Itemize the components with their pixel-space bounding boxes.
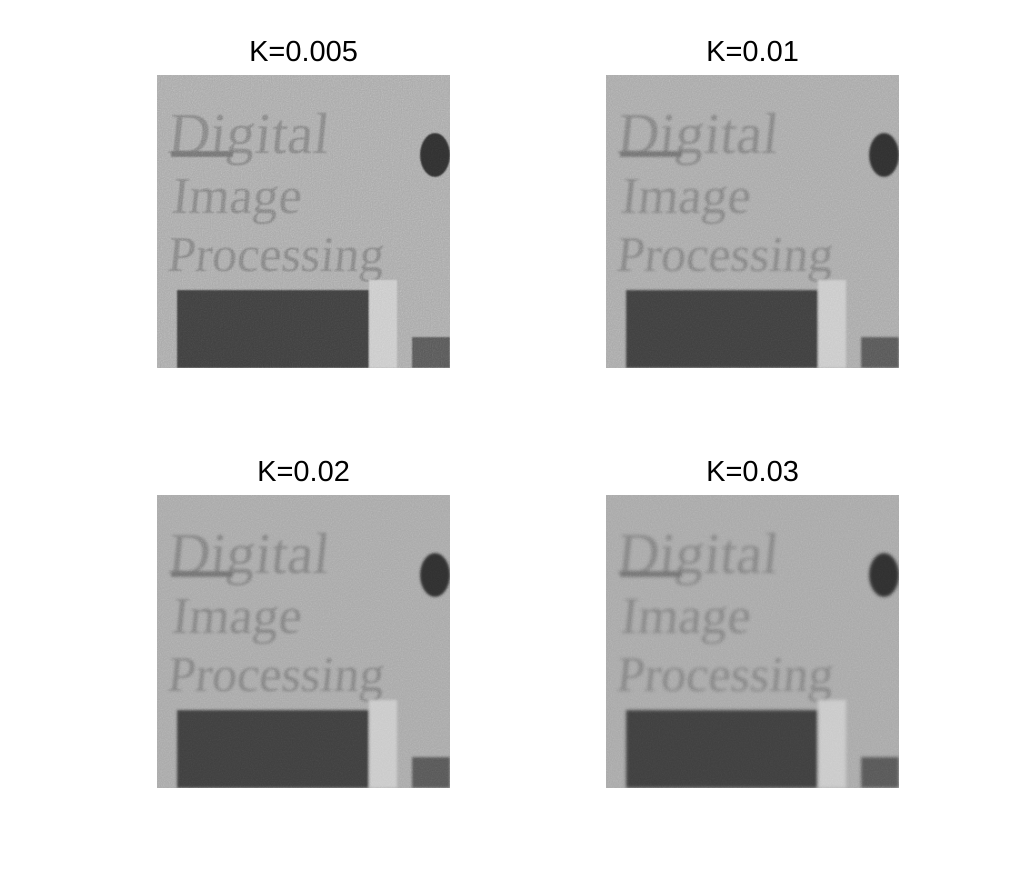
panel-title: K=0.02 xyxy=(257,456,350,488)
image-noise xyxy=(157,75,450,368)
image-noise xyxy=(606,75,899,368)
panel-title: K=0.005 xyxy=(249,36,358,68)
panel-title: K=0.01 xyxy=(706,36,799,68)
panel-title: K=0.03 xyxy=(706,456,799,488)
image-noise xyxy=(606,495,899,788)
image-noise xyxy=(157,495,450,788)
